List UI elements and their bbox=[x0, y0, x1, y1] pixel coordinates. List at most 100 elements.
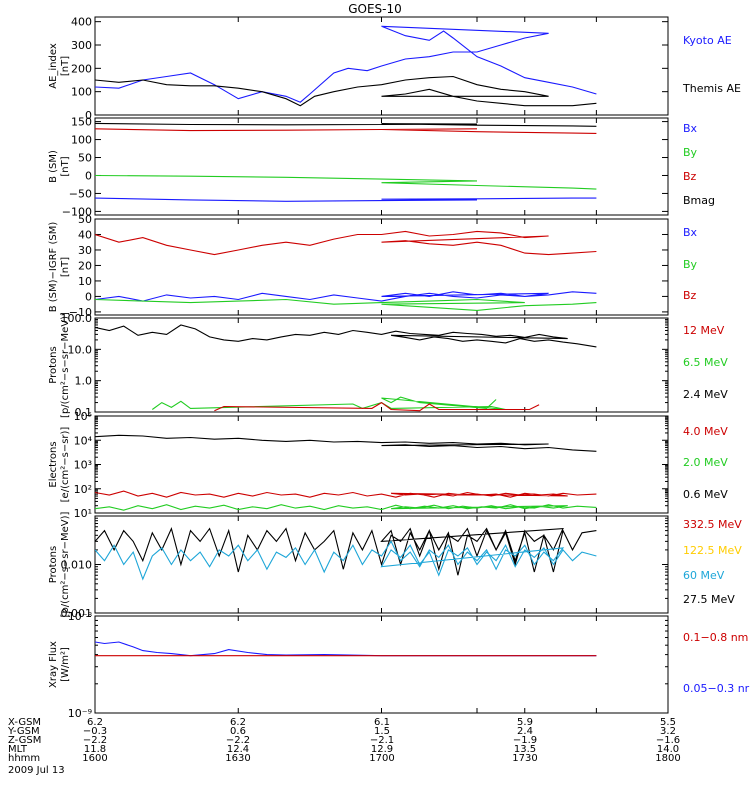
series-bz bbox=[95, 128, 597, 134]
y-tick-label: 50 bbox=[78, 152, 92, 165]
y-tick-label: −100 bbox=[62, 205, 92, 218]
ephemeris-value: 6.2 bbox=[87, 717, 103, 728]
series-by bbox=[95, 174, 597, 190]
legend-entry: 4.0 MeV bbox=[683, 425, 728, 438]
panel-2: −100 −50 0 50 100 150 B (SM) [nT] Bx By Bz Bmag bbox=[48, 116, 715, 219]
y-tick-label: 0.010 bbox=[61, 559, 93, 572]
y-tick-label: 50 bbox=[78, 213, 92, 226]
series-60-mev bbox=[95, 540, 597, 581]
y-tick-label: 100 bbox=[71, 86, 92, 99]
y-tick-label: −50 bbox=[69, 187, 92, 200]
y-tick-label: 10² bbox=[74, 483, 92, 496]
y-axis-label: B (SM)−IGRF (SM) bbox=[48, 222, 59, 313]
series-0-05-0-3-nm bbox=[95, 641, 597, 657]
series-kyoto-ae bbox=[95, 25, 597, 103]
legend-entry: 0.1−0.8 nm bbox=[683, 631, 748, 644]
y-tick-label: 10³ bbox=[74, 459, 92, 472]
panel-7: 10⁻⁹ 10⁻⁸ Xray Flux [W/m²] 0.1−0.8 nm 0.05−0.… bbox=[48, 610, 750, 720]
y-tick-label: 100 bbox=[71, 134, 92, 147]
series-bx bbox=[95, 197, 597, 202]
y-axis-label: [nT] bbox=[60, 257, 71, 277]
ephemeris-value: −1.9 bbox=[513, 735, 537, 746]
y-tick-label: 10.0 bbox=[68, 343, 93, 356]
y-tick-label: 400 bbox=[71, 16, 92, 29]
y-tick-label: 20 bbox=[78, 259, 92, 272]
legend-entry: 2.0 MeV bbox=[683, 456, 728, 469]
ephemeris-value: 1.5 bbox=[374, 726, 390, 737]
y-axis-label: [p/(cm²−s−sr−MeV)] bbox=[60, 511, 71, 617]
y-tick-label: 10⁴ bbox=[74, 434, 93, 447]
legend-entry: 122.5 MeV bbox=[683, 544, 742, 557]
y-axis-label: Electrons bbox=[48, 441, 59, 487]
y-tick-label: 10⁻⁸ bbox=[68, 610, 93, 623]
y-tick-label: 0.1 bbox=[75, 406, 93, 419]
ephemeris-value: 6.2 bbox=[230, 717, 246, 728]
panel-5: 10¹ 10² 10³ 10⁴ 10⁵ Electrons [e/(cm²−s−sr)] 4.… bbox=[48, 410, 728, 520]
y-axis-label: [e/(cm²−s−sr)] bbox=[60, 427, 71, 503]
legend-entry: Kyoto AE bbox=[683, 34, 732, 47]
y-axis-label: [nT] bbox=[60, 56, 71, 76]
panel-frame bbox=[94, 415, 669, 514]
y-tick-label: 10¹ bbox=[74, 507, 92, 520]
series-2-4-mev bbox=[95, 324, 597, 348]
y-axis-label: AE_index bbox=[48, 43, 59, 89]
y-tick-label: −10 bbox=[69, 306, 92, 319]
ephemeris-value: 1600 bbox=[82, 753, 107, 764]
ephemeris-value: 13.5 bbox=[514, 744, 536, 755]
legend-entry: Themis AE bbox=[682, 82, 741, 95]
ephemeris-value: 2.4 bbox=[517, 726, 533, 737]
panel-frame bbox=[94, 615, 669, 714]
ephemeris-value: 12.9 bbox=[371, 744, 393, 755]
panel-1: 0 100 200 300 400 AE_index [nT] Kyoto AE Themis … bbox=[48, 16, 741, 122]
ephemeris-value: −2.2 bbox=[226, 735, 250, 746]
ephemeris-value: 1800 bbox=[655, 753, 680, 764]
ephemeris-value: 5.5 bbox=[660, 717, 676, 728]
series-4-0-mev bbox=[95, 490, 597, 498]
ephemeris-row-label: X-GSM bbox=[8, 717, 41, 728]
ephemeris-value: 3.2 bbox=[660, 726, 676, 737]
ephemeris-value: 5.9 bbox=[517, 717, 533, 728]
ephemeris-value: 6.1 bbox=[374, 717, 390, 728]
ephemeris-value: 1730 bbox=[512, 753, 537, 764]
series-0-6-mev bbox=[95, 434, 597, 452]
legend-entry: 0.6 MeV bbox=[683, 488, 728, 501]
legend-entry: By bbox=[683, 258, 698, 271]
y-tick-label: 10⁻⁹ bbox=[68, 707, 92, 720]
ephemeris-row-label: Z-GSM bbox=[8, 735, 41, 746]
y-axis-label: Protons bbox=[48, 546, 59, 583]
y-tick-label: 10⁵ bbox=[74, 410, 92, 423]
y-tick-label: 200 bbox=[71, 62, 92, 75]
series-themis-ae bbox=[95, 75, 597, 107]
legend-entry: Bz bbox=[683, 170, 697, 183]
legend-entry: Bx bbox=[683, 226, 698, 239]
y-axis-label: B (SM) bbox=[48, 150, 59, 183]
panel-4: 0.1 1.0 10.0 100.0 Protons [p/(cm²−s−sr−MeV)]… bbox=[48, 312, 728, 419]
ephemeris-value: 11.8 bbox=[84, 744, 106, 755]
panel-3: −10 0 10 20 30 40 50 B (SM)−IGRF (SM) [nT] Bx By Bz bbox=[48, 213, 698, 319]
y-tick-label: 100.0 bbox=[61, 312, 93, 325]
date-label: 2009 Jul 13 bbox=[8, 765, 65, 776]
y-tick-label: 10 bbox=[78, 275, 92, 288]
y-tick-label: 1.0 bbox=[75, 375, 93, 388]
ephemeris-value: 1700 bbox=[369, 753, 394, 764]
ephemeris-value: 12.4 bbox=[227, 744, 249, 755]
ephemeris-value: 14.0 bbox=[657, 744, 679, 755]
legend-entry: By bbox=[683, 146, 698, 159]
series-6-5-mev bbox=[151, 396, 506, 411]
ephemeris-row-label: MLT bbox=[8, 744, 28, 755]
legend-entry: Bmag bbox=[683, 194, 715, 207]
ephemeris-value: −2.2 bbox=[83, 735, 107, 746]
y-axis-label: [W/m²] bbox=[60, 647, 71, 682]
ephemeris-value: 1630 bbox=[225, 753, 250, 764]
series-bx bbox=[95, 291, 597, 302]
legend-entry: 332.5 MeV bbox=[683, 518, 742, 531]
series-2-0-mev bbox=[95, 504, 597, 511]
y-tick-label: 0 bbox=[85, 290, 92, 303]
y-axis-label: [nT] bbox=[60, 156, 71, 176]
plot-title: GOES-10 bbox=[348, 2, 402, 16]
legend-entry: 6.5 MeV bbox=[683, 356, 728, 369]
ephemeris-value: −2.1 bbox=[370, 735, 394, 746]
y-tick-label: 0 bbox=[85, 169, 92, 182]
y-tick-label: 150 bbox=[71, 116, 92, 129]
